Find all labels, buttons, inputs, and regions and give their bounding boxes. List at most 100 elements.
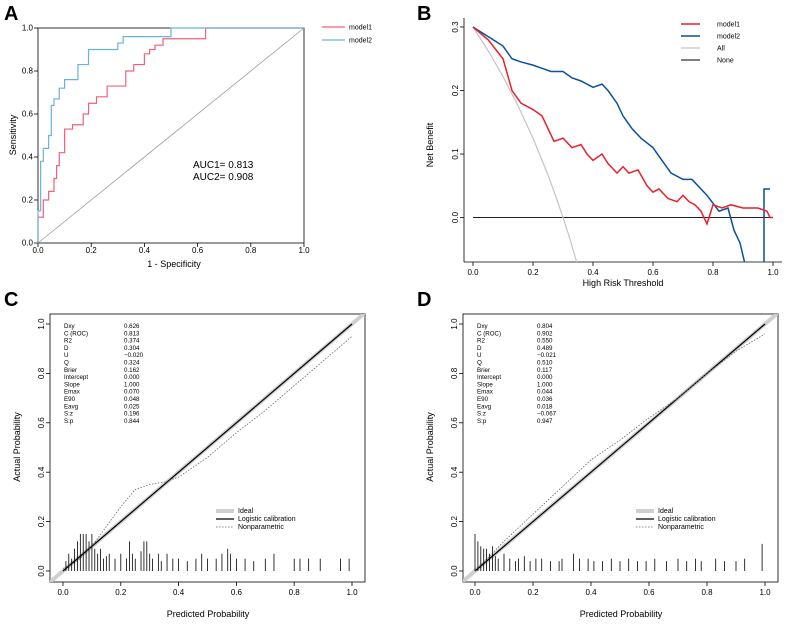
calib-d-stat-value-4: −0.021	[537, 352, 557, 359]
calib-c-stat-label-7: Intercept	[64, 374, 88, 381]
dca-y-tick-label-0: 0.0	[451, 211, 460, 223]
roc-y-tick-label-4: 0.8	[22, 67, 34, 76]
calibration-plot-area-model1: 0.0 0.2 0.4 0.6 0.8 1.0 0.0 0.2 0.4 0.6 0.8 1.0	[37, 313, 366, 597]
calib-d-x-tick-label-5: 1.0	[759, 588, 771, 597]
calib-c-series-group	[50, 314, 365, 582]
legend-label-nonparametric: Nonparametric	[238, 524, 284, 531]
auc1-label: AUC1= 0.813	[193, 160, 254, 171]
calib-c-x-tick-label-2: 0.4	[173, 588, 185, 597]
panel-label-b: B	[417, 3, 431, 25]
calib-d-stat-value-10: 0.036	[537, 396, 553, 403]
calib-d-y-tick-label-2: 0.4	[450, 466, 459, 478]
calib-d-stat-value-11: 0.018	[537, 403, 553, 410]
calib-c-stat-value-12: 0.196	[124, 411, 140, 418]
roc-x-axis-title: 1 - Specificity	[147, 259, 201, 269]
legend-label-ideal: Ideal	[658, 508, 674, 515]
calib-d-stat-value-0: 0.804	[537, 323, 553, 330]
calib-c-x-tick-label-4: 0.8	[289, 588, 301, 597]
calib-d-y-axis-title: Actual Probability	[425, 412, 435, 482]
calib-c-stat-value-4: −0.020	[124, 352, 144, 359]
calib-d-stat-label-13: S:p	[477, 418, 487, 425]
calib-d-stat-label-4: U	[477, 352, 481, 359]
roc-y-tick-label-2: 0.4	[22, 153, 34, 162]
calib-d-stat-label-5: Q	[477, 360, 482, 367]
decision-curve-plot-area: 0.0 0.2 0.4 0.6 0.8 1.0 0.0 0.1 0.2 0.3	[451, 18, 782, 277]
calib-d-legend: Ideal Logistic calibration Nonparametric	[636, 508, 716, 531]
calib-d-x-tick-label-3: 0.6	[643, 588, 655, 597]
calib-d-stat-value-1: 0.902	[537, 330, 553, 337]
calib-c-stat-value-11: 0.025	[124, 403, 140, 410]
calib-c-x-axis-title: Predicted Probability	[167, 609, 250, 619]
calib-c-y-tick-label-1: 0.2	[37, 515, 46, 527]
roc-x-tick-label-0: 0.0	[32, 246, 44, 255]
calib-d-stat-label-10: E90	[477, 396, 489, 403]
roc-x-tick-label-1: 0.2	[86, 246, 98, 255]
calib-d-x-tick-label-0: 0.0	[469, 588, 481, 597]
roc-series-model2	[37, 27, 304, 243]
calib-c-stat-value-10: 0.048	[124, 396, 140, 403]
calib-d-stat-value-3: 0.489	[537, 345, 553, 352]
calib-c-stats-table: Dxy 0.626 C (ROC) 0.813 R2 0.374 D 0.304 U −0.020…	[64, 323, 144, 425]
dca-y-tick-label-1: 0.1	[451, 148, 460, 160]
calib-d-stat-value-6: 0.117	[537, 367, 553, 374]
roc-chart: 0.0 0.2 0.4 0.6 0.8 1.0 0.0 0.2 0.4 0.6 0.8 1.0 1 -…	[8, 24, 372, 270]
dca-legend: model1 model2 All None	[681, 22, 740, 65]
dca-x-tick-label-0: 0.0	[467, 268, 479, 277]
calib-c-stat-label-6: Brier	[64, 367, 77, 374]
calibration-chart-model2: 0.0 0.2 0.4 0.6 0.8 1.0 0.0 0.2 0.4 0.6 0.8 1.0 Pre…	[425, 313, 779, 619]
calib-c-stat-label-9: Emax	[64, 389, 81, 396]
calib-c-stat-value-2: 0.374	[124, 338, 140, 345]
calib-c-stat-value-1: 0.813	[124, 330, 140, 337]
roc-y-axis-title: Sensitivity	[8, 114, 18, 155]
calib-d-y-tick-label-3: 0.6	[450, 417, 459, 429]
calib-c-stat-label-2: R2	[64, 338, 72, 345]
calib-c-series-nonparametric	[62, 336, 353, 569]
dca-x-tick-label-2: 0.4	[587, 268, 599, 277]
dca-y-axis-title: Net Benefit	[425, 122, 435, 167]
calib-c-series-logistic	[62, 323, 353, 572]
roc-y-tick-label-0: 0.0	[22, 239, 34, 248]
calib-d-stat-label-6: Brier	[477, 367, 490, 374]
roc-x-tick-label-5: 1.0	[298, 246, 310, 255]
dca-y-tick-label-3: 0.3	[451, 21, 460, 33]
legend-label-none: None	[717, 58, 734, 65]
calib-c-x-tick-label-1: 0.2	[115, 588, 127, 597]
calib-c-y-tick-label-0: 0.0	[37, 565, 46, 577]
roc-series-model1	[37, 27, 304, 243]
dca-x-tick-label-1: 0.2	[527, 268, 539, 277]
calib-c-legend: Ideal Logistic calibration Nonparametric	[216, 508, 296, 531]
calib-c-stat-label-12: S:z	[64, 411, 73, 418]
roc-legend: model1 model2	[322, 25, 372, 45]
dca-series-group	[472, 26, 773, 262]
calib-d-x-axis-title: Predicted Probability	[580, 609, 663, 619]
decision-curve-chart: 0.0 0.2 0.4 0.6 0.8 1.0 0.0 0.1 0.2 0.3 High Risk…	[425, 18, 782, 288]
calib-c-stat-value-5: 0.324	[124, 360, 140, 367]
calib-d-plot-frame	[462, 313, 779, 583]
dca-y-tick-label-2: 0.2	[451, 84, 460, 96]
calib-c-y-axis-title: Actual Probability	[12, 412, 22, 482]
roc-y-tick-label-5: 1.0	[22, 24, 34, 33]
calib-d-stat-value-13: 0.947	[537, 418, 553, 425]
legend-label-all: All	[717, 46, 725, 53]
dca-series-all	[472, 26, 578, 262]
calib-d-y-tick-label-5: 1.0	[450, 318, 459, 330]
calib-c-stat-label-13: S:p	[64, 418, 74, 425]
calib-d-x-tick-label-4: 0.8	[701, 588, 713, 597]
calib-c-stat-label-10: E90	[64, 396, 76, 403]
calib-d-y-tick-label-1: 0.2	[450, 515, 459, 527]
dca-x-tick-label-5: 1.0	[767, 268, 779, 277]
calib-c-stat-label-11: Eavg	[64, 403, 79, 410]
calib-c-stat-label-8: Slope	[64, 381, 80, 388]
calib-c-y-tick-label-4: 0.8	[37, 367, 46, 379]
calib-c-y-tick-label-2: 0.4	[37, 466, 46, 478]
calib-d-stat-value-5: 0.510	[537, 360, 553, 367]
calib-d-stat-label-3: D	[477, 345, 482, 352]
calib-d-y-tick-label-0: 0.0	[450, 565, 459, 577]
calib-d-stat-label-9: Emax	[477, 389, 494, 396]
calib-d-stat-label-2: R2	[477, 338, 485, 345]
calib-d-stat-label-12: S:z	[477, 411, 486, 418]
calib-d-series-nonparametric	[474, 333, 766, 572]
calib-d-stat-value-8: 1.000	[537, 381, 553, 388]
calib-c-y-tick-label-3: 0.6	[37, 417, 46, 429]
